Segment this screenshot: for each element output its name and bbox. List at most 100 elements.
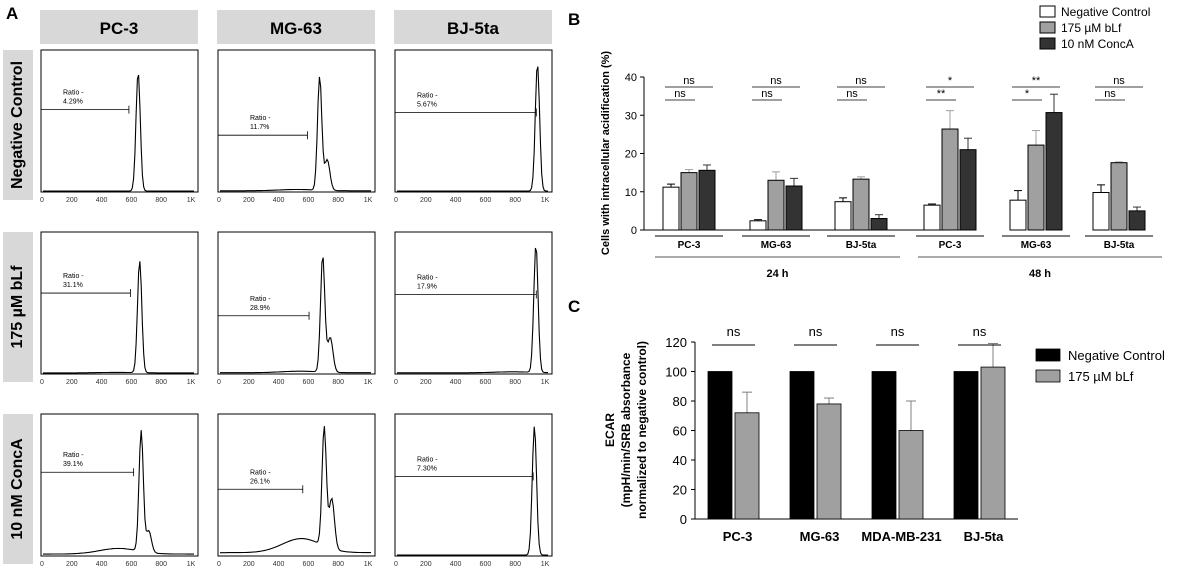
histogram-frame bbox=[217, 49, 376, 193]
histogram-tick-label: 1K bbox=[187, 197, 196, 204]
category-label: MG-63 bbox=[1021, 240, 1052, 251]
column-header-bg bbox=[40, 10, 198, 44]
histogram-tick-label: 400 bbox=[273, 379, 285, 386]
histogram-tick-label: 0 bbox=[394, 561, 398, 568]
significance-top: * bbox=[948, 75, 953, 87]
y-axis-label: ECAR bbox=[603, 413, 617, 447]
legend-swatch bbox=[1039, 5, 1056, 18]
bar bbox=[870, 218, 888, 231]
y-tick-label: 20 bbox=[625, 149, 637, 161]
legend-label: Negative Control bbox=[1061, 5, 1150, 19]
bar bbox=[662, 186, 680, 231]
column-header: BJ-5ta bbox=[447, 19, 500, 38]
column-header-bg bbox=[394, 10, 552, 44]
histogram-tick-label: 400 bbox=[96, 561, 108, 568]
gate-ratio-value: 5.67% bbox=[417, 101, 437, 108]
y-tick-label: 40 bbox=[673, 453, 687, 468]
bar bbox=[816, 403, 842, 520]
histogram-tick-label: 800 bbox=[155, 561, 167, 568]
histogram-frame bbox=[217, 413, 376, 557]
category-label: MDA-MB-231 bbox=[861, 529, 941, 544]
histogram-frame bbox=[40, 231, 199, 375]
bar bbox=[959, 149, 977, 231]
panel-label-b: B bbox=[568, 10, 580, 29]
category-label: PC-3 bbox=[939, 240, 962, 251]
histogram-tick-label: 1K bbox=[364, 197, 373, 204]
histogram-trace bbox=[43, 261, 194, 374]
histogram-tick-label: 200 bbox=[420, 379, 432, 386]
histogram-tick-label: 600 bbox=[480, 561, 492, 568]
y-axis-label: (mpH/min/SRB absorbance bbox=[619, 352, 633, 507]
y-tick-label: 40 bbox=[625, 72, 637, 84]
gate-ratio-value: 7.30% bbox=[417, 465, 437, 472]
histogram-tick-label: 400 bbox=[96, 379, 108, 386]
significance-top: ns bbox=[683, 75, 695, 87]
histogram-tick-label: 400 bbox=[450, 197, 462, 204]
histogram-tick-label: 1K bbox=[187, 379, 196, 386]
gate-ratio-value: 4.29% bbox=[63, 99, 83, 106]
gate-ratio-label: Ratio - bbox=[250, 115, 271, 122]
legend-label: Negative Control bbox=[1068, 348, 1165, 363]
category-label: BJ-5ta bbox=[846, 240, 877, 251]
gate-ratio-value: 31.1% bbox=[63, 282, 83, 289]
legend-swatch bbox=[1039, 21, 1056, 34]
category-label: PC-3 bbox=[678, 240, 701, 251]
significance-top: ns bbox=[855, 75, 867, 87]
gate-ratio-label: Ratio - bbox=[250, 296, 271, 303]
column-header: MG-63 bbox=[270, 19, 322, 38]
bar bbox=[953, 371, 979, 520]
column-header: PC-3 bbox=[100, 19, 139, 38]
y-tick-label: 0 bbox=[631, 225, 637, 237]
significance-bottom: ** bbox=[937, 88, 946, 100]
y-tick-label: 80 bbox=[673, 394, 687, 409]
bar bbox=[680, 172, 698, 231]
significance-bottom: * bbox=[1025, 88, 1030, 100]
histogram-frame bbox=[40, 413, 199, 557]
histogram-tick-label: 800 bbox=[332, 379, 344, 386]
bar bbox=[871, 371, 897, 520]
histogram-trace bbox=[43, 430, 194, 555]
histogram-tick-label: 200 bbox=[420, 197, 432, 204]
histogram-tick-label: 800 bbox=[509, 379, 521, 386]
histogram-tick-label: 800 bbox=[155, 379, 167, 386]
gate-ratio-value: 11.7% bbox=[250, 124, 269, 131]
bar bbox=[1027, 144, 1045, 231]
category-label: BJ-5ta bbox=[1104, 240, 1135, 251]
significance-top: ns bbox=[1113, 75, 1125, 87]
row-header: 10 nM ConcA bbox=[9, 438, 26, 540]
significance-top: ns bbox=[770, 75, 782, 87]
histogram-trace bbox=[220, 257, 371, 374]
histogram-tick-label: 600 bbox=[480, 197, 492, 204]
legend-label: 10 nM ConcA bbox=[1061, 37, 1134, 51]
histogram-tick-label: 600 bbox=[303, 379, 315, 386]
category-label: MG-63 bbox=[800, 529, 840, 544]
y-tick-label: 60 bbox=[673, 424, 687, 439]
histogram-frame bbox=[394, 49, 553, 193]
bar bbox=[1092, 192, 1110, 231]
bar bbox=[734, 412, 760, 520]
time-label: 24 h bbox=[766, 268, 788, 280]
histogram-trace bbox=[43, 74, 194, 192]
significance-label: ns bbox=[809, 324, 823, 339]
significance-bottom: ns bbox=[1104, 88, 1116, 100]
histogram-frame bbox=[40, 49, 199, 193]
y-axis-label: normalized to negative control) bbox=[635, 341, 649, 519]
histogram-trace bbox=[220, 76, 371, 192]
bar bbox=[698, 169, 716, 231]
row-header: Negative Control bbox=[9, 61, 26, 189]
histogram-tick-label: 600 bbox=[303, 197, 315, 204]
histogram-tick-label: 800 bbox=[509, 561, 521, 568]
gate-ratio-label: Ratio - bbox=[63, 273, 84, 280]
bar bbox=[1128, 210, 1146, 231]
chart-b: 0 10 20 30 40 Cells with intracellular acidif… bbox=[600, 5, 1162, 280]
histogram-tick-label: 1K bbox=[541, 379, 550, 386]
histogram-tick-label: 400 bbox=[450, 561, 462, 568]
histogram-tick-label: 0 bbox=[217, 197, 221, 204]
histogram-trace bbox=[397, 66, 548, 192]
y-tick-label: 30 bbox=[625, 110, 637, 122]
significance-bottom: ns bbox=[761, 88, 773, 100]
bar bbox=[1045, 112, 1063, 231]
histogram-tick-label: 800 bbox=[509, 197, 521, 204]
bar bbox=[1110, 162, 1128, 231]
